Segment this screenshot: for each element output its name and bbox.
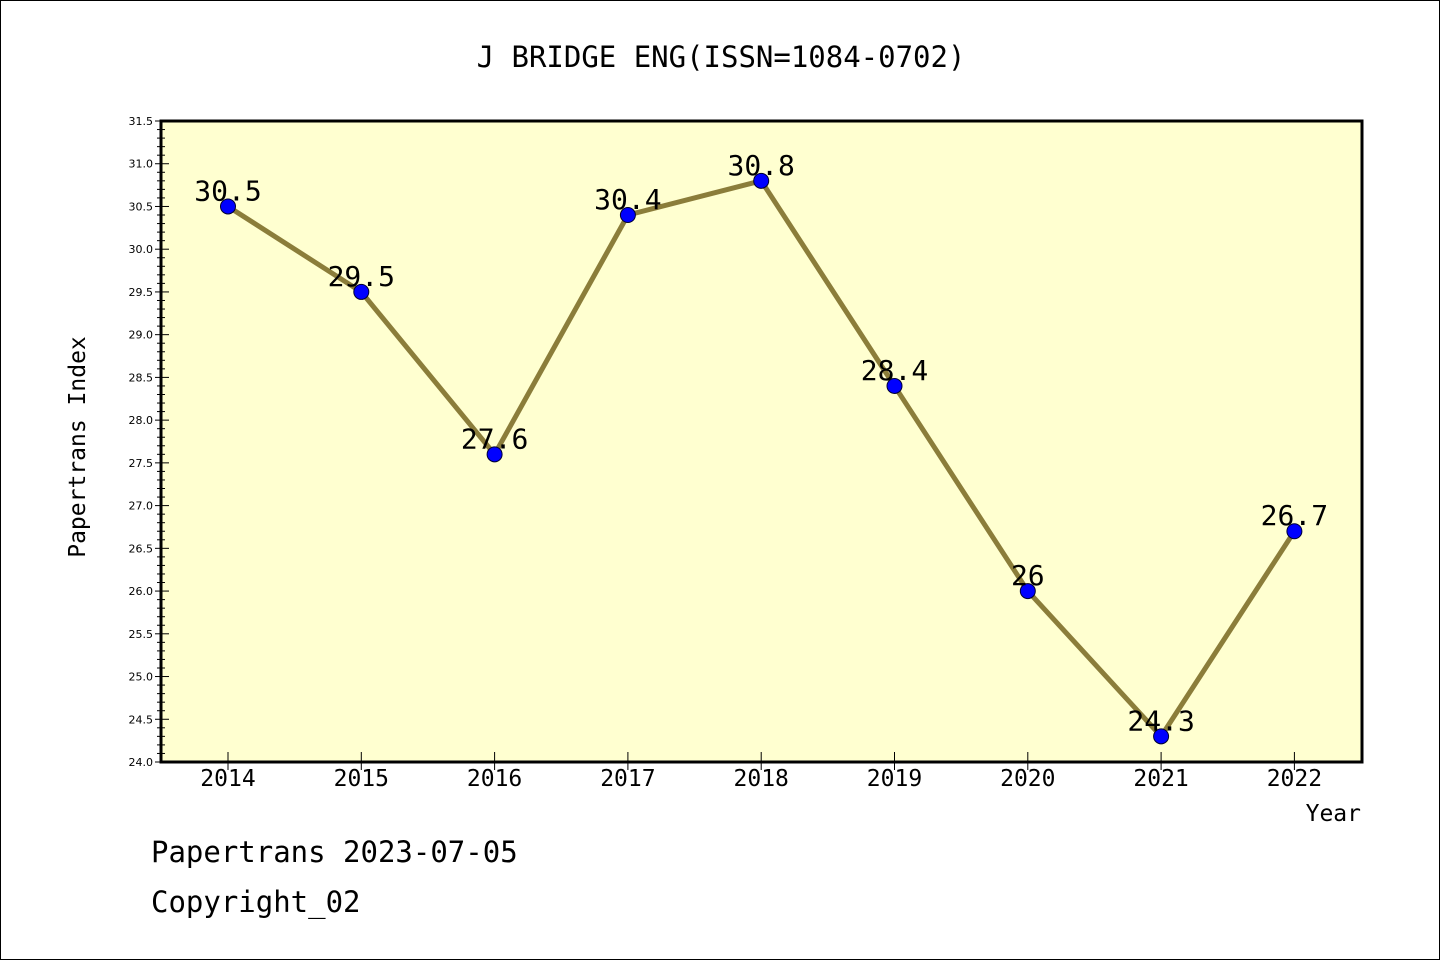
- y-tick-label: 31.0: [129, 158, 154, 171]
- y-axis: 24.0 24.5 25.0 25.5 26.0 26.5 27.0 27.5 28.0 28.5…: [129, 115, 169, 769]
- chart-title: J BRIDGE ENG(ISSN=1084-0702): [477, 40, 966, 74]
- x-tick-label: 2021: [1133, 766, 1188, 792]
- x-axis-label: Year: [1306, 801, 1361, 827]
- y-tick-label: 26.0: [129, 585, 154, 598]
- data-label: 29.5: [328, 260, 395, 293]
- data-point: [1019, 583, 1036, 600]
- x-tick-label: 2018: [734, 766, 789, 792]
- data-label: 30.5: [194, 174, 261, 207]
- x-tick-label: 2017: [600, 766, 655, 792]
- x-tick-label: 2014: [200, 766, 255, 792]
- y-tick-label: 30.5: [129, 200, 154, 213]
- y-tick-label: 24.5: [129, 713, 154, 726]
- y-tick-label: 24.0: [129, 756, 154, 769]
- x-tick-label: 2016: [467, 766, 522, 792]
- plot-area: [159, 119, 1364, 764]
- data-point: [619, 207, 636, 224]
- series-layer: 30.5 29.5 27.6 30.4 30.8 28.4 26 24.3 26.7: [194, 149, 1328, 745]
- x-tick-label: 2015: [334, 766, 389, 792]
- data-label: 26.7: [1261, 499, 1328, 532]
- y-tick-label: 27.0: [129, 500, 154, 513]
- data-label: 30.8: [727, 149, 794, 182]
- y-tick-label: 29.0: [129, 329, 154, 342]
- data-label: 26: [1011, 559, 1045, 592]
- y-tick-label: 26.5: [129, 542, 154, 555]
- data-point: [220, 198, 236, 215]
- y-tick-label: 25.5: [129, 628, 154, 641]
- x-tick-label: 2020: [1000, 766, 1055, 792]
- data-label: 27.6: [461, 422, 528, 455]
- x-tick-label: 2019: [867, 766, 922, 792]
- y-tick-label: 25.0: [129, 671, 154, 684]
- x-tick-label: 2022: [1267, 766, 1322, 792]
- y-axis-label: Papertrans Index: [65, 336, 91, 558]
- y-tick-label: 28.0: [129, 414, 154, 427]
- y-tick-label: 31.5: [129, 115, 154, 128]
- y-tick-label: 28.5: [129, 371, 154, 384]
- data-point: [1286, 523, 1303, 540]
- data-point: [486, 446, 503, 463]
- y-tick-label: 27.5: [129, 457, 154, 470]
- data-point: [886, 377, 903, 394]
- footer-copyright: Copyright_02: [151, 885, 361, 919]
- data-point: [1153, 728, 1170, 745]
- data-label: 24.3: [1127, 704, 1194, 737]
- data-label: 30.4: [594, 183, 661, 216]
- x-axis: 2014 2015 2016 2017 2018 2019 2020 2021 2022: [200, 752, 1322, 792]
- data-point: [353, 283, 370, 300]
- y-tick-label: 29.5: [129, 286, 154, 299]
- data-point: [753, 172, 770, 189]
- footer-date: Papertrans 2023-07-05: [151, 835, 518, 869]
- y-tick-label: 30.0: [129, 243, 154, 256]
- data-label: 28.4: [861, 354, 928, 387]
